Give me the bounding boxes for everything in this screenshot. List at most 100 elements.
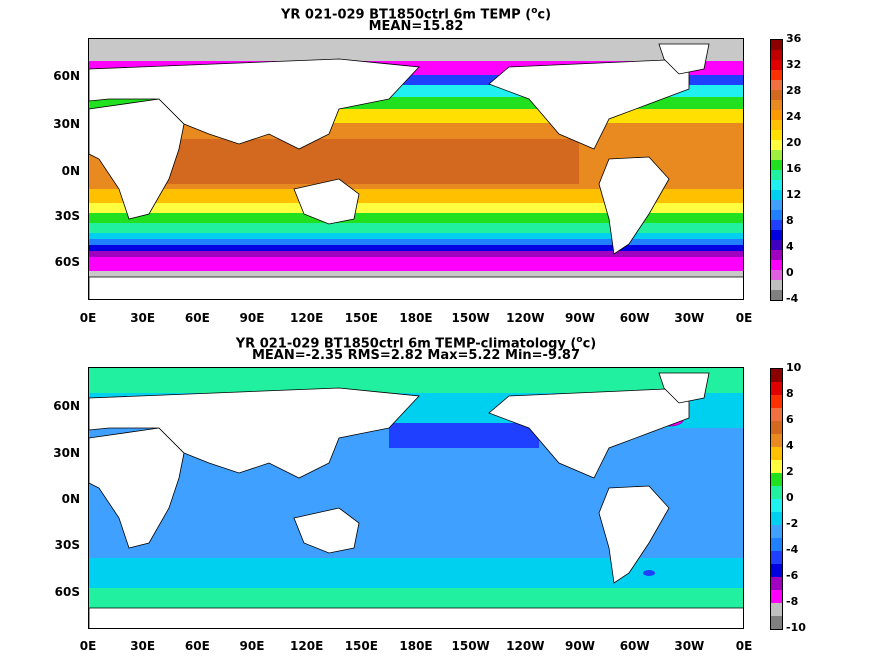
- colorbar-swatch: [771, 190, 782, 200]
- colorbar-tick-label: 16: [786, 162, 802, 175]
- top-lat-label: 60N: [53, 69, 80, 83]
- bottom-lat-label: 30N: [53, 446, 80, 460]
- colorbar-swatch: [771, 382, 782, 395]
- top-title-text: YR 021-029 BT1850ctrl 6m TEMP (: [280, 7, 532, 23]
- lon-label: 120E: [290, 311, 324, 325]
- colorbar-tick-label: 4: [786, 439, 794, 452]
- colorbar-swatch: [771, 240, 782, 250]
- lon-label: 90E: [239, 311, 265, 325]
- lon-label: 30W: [674, 639, 705, 653]
- colorbar-swatch: [771, 180, 782, 190]
- colorbar-tick-label: 28: [786, 84, 802, 97]
- lon-label: 30W: [674, 311, 705, 325]
- colorbar-swatch: [771, 270, 782, 280]
- bottom-anomaly-map: [88, 367, 744, 629]
- colorbar-tick-label: 32: [786, 58, 802, 71]
- colorbar-tick-label: 4: [786, 240, 794, 253]
- colorbar-swatch: [771, 616, 782, 629]
- top-map-title: YR 021-029 BT1850ctrl 6m TEMP (oc): [88, 4, 744, 22]
- top-map-subtitle: MEAN=15.82: [88, 20, 744, 34]
- colorbar-swatch: [771, 434, 782, 447]
- colorbar-swatch: [771, 230, 782, 240]
- bottom-title-unit: c): [582, 336, 597, 352]
- colorbar-tick-label: 0: [786, 491, 794, 504]
- colorbar-tick-label: -2: [786, 517, 799, 530]
- colorbar-swatch: [771, 603, 782, 616]
- bottom-lat-label: 0N: [61, 492, 80, 506]
- colorbar-swatch: [771, 421, 782, 434]
- lon-label: 0E: [735, 311, 753, 325]
- colorbar-tick-label: -10: [786, 621, 806, 634]
- bottom-title-text: YR 021-029 BT1850ctrl 6m TEMP-climatolog…: [235, 336, 577, 352]
- colorbar-swatch: [771, 512, 782, 525]
- bottom-lat-label: 60S: [54, 585, 80, 599]
- colorbar-swatch: [771, 525, 782, 538]
- lon-label: 0E: [79, 639, 97, 653]
- colorbar-swatch: [771, 577, 782, 590]
- colorbar-swatch: [771, 210, 782, 220]
- colorbar-swatch: [771, 590, 782, 603]
- lon-label: 60W: [619, 311, 650, 325]
- colorbar-swatch: [771, 60, 782, 70]
- colorbar-swatch: [771, 110, 782, 120]
- colorbar-swatch: [771, 408, 782, 421]
- colorbar-swatch: [771, 280, 782, 290]
- colorbar-swatch: [771, 551, 782, 564]
- colorbar-swatch: [771, 170, 782, 180]
- colorbar-swatch: [771, 70, 782, 80]
- colorbar-tick-label: 8: [786, 214, 794, 227]
- colorbar-swatch: [771, 40, 782, 50]
- top-mean-text: MEAN=15.82: [368, 19, 464, 34]
- lon-label: 120E: [290, 639, 324, 653]
- colorbar-swatch: [771, 140, 782, 150]
- lon-label: 60E: [184, 311, 210, 325]
- lon-label: 120W: [506, 311, 545, 325]
- colorbar-swatch: [771, 50, 782, 60]
- bottom-map-title: YR 021-029 BT1850ctrl 6m TEMP-climatolog…: [88, 333, 744, 351]
- bottom-title-degree: o: [576, 335, 583, 345]
- lon-label: 180E: [399, 311, 433, 325]
- colorbar-swatch: [771, 486, 782, 499]
- colorbar-tick-label: 2: [786, 465, 794, 478]
- colorbar-swatch: [771, 395, 782, 408]
- lon-label: 150E: [344, 639, 378, 653]
- top-title-degree: o: [531, 6, 538, 16]
- colorbar-tick-label: 36: [786, 32, 802, 45]
- colorbar-tick-label: -4: [786, 543, 799, 556]
- colorbar-tick-label: -6: [786, 569, 799, 582]
- colorbar-swatch: [771, 250, 782, 260]
- lon-label: 90W: [565, 639, 595, 653]
- top-lat-label: 30S: [54, 209, 80, 223]
- lon-label: 90E: [239, 639, 265, 653]
- bottom-colorbar: [770, 368, 783, 630]
- top-lat-label: 60S: [54, 255, 80, 269]
- colorbar-tick-label: 0: [786, 266, 794, 279]
- colorbar-swatch: [771, 564, 782, 577]
- bottom-map-subtitle: MEAN=-2.35 RMS=2.82 Max=5.22 Min=-9.87: [88, 349, 744, 363]
- colorbar-swatch: [771, 150, 782, 160]
- lon-label: 150E: [344, 311, 378, 325]
- bottom-lat-label: 60N: [53, 399, 80, 413]
- lon-label: 30E: [130, 639, 156, 653]
- colorbar-swatch: [771, 80, 782, 90]
- colorbar-swatch: [771, 200, 782, 210]
- colorbar-tick-label: -4: [786, 292, 799, 305]
- lon-label: 60W: [619, 639, 650, 653]
- colorbar-swatch: [771, 369, 782, 382]
- colorbar-swatch: [771, 447, 782, 460]
- top-temperature-map: [88, 38, 744, 300]
- lon-label: 60E: [184, 639, 210, 653]
- colorbar-tick-label: 8: [786, 387, 794, 400]
- colorbar-tick-label: 6: [786, 413, 794, 426]
- lon-label: 0E: [735, 639, 753, 653]
- bottom-stats-text: MEAN=-2.35 RMS=2.82 Max=5.22 Min=-9.87: [251, 348, 581, 363]
- colorbar-swatch: [771, 499, 782, 512]
- colorbar-swatch: [771, 538, 782, 551]
- lon-label: 120W: [506, 639, 545, 653]
- colorbar-swatch: [771, 90, 782, 100]
- colorbar-tick-label: 24: [786, 110, 802, 123]
- colorbar-tick-label: 20: [786, 136, 802, 149]
- colorbar-tick-label: -8: [786, 595, 799, 608]
- lon-label: 150W: [451, 311, 490, 325]
- colorbar-swatch: [771, 290, 782, 300]
